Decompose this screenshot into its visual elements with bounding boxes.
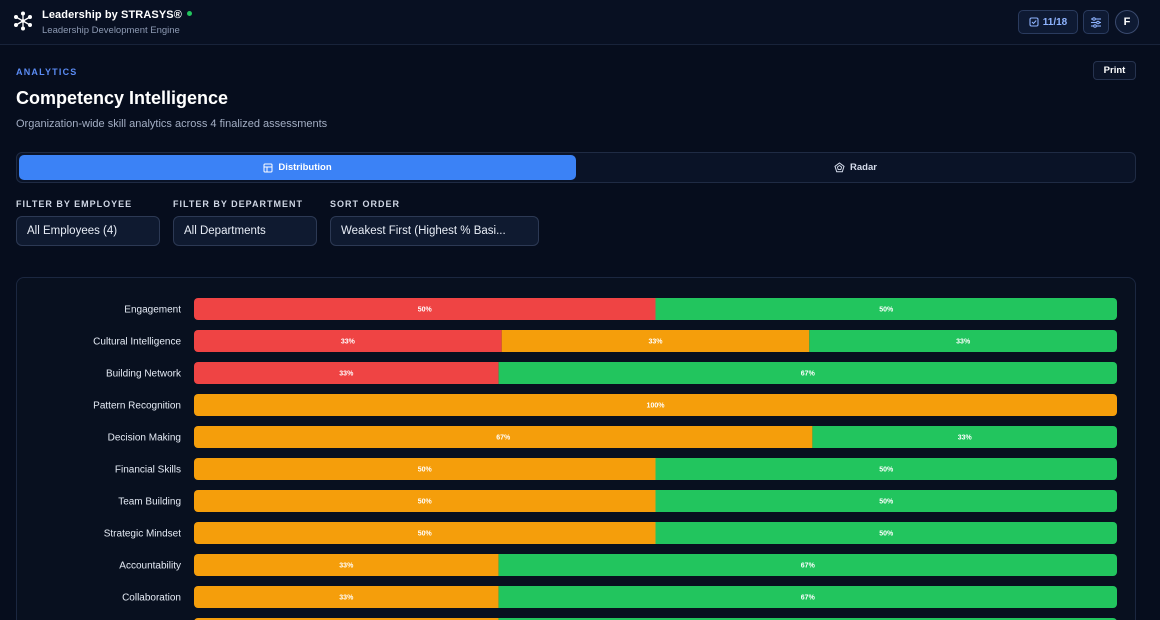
segment-percent-label: 50% [879,307,894,314]
segment-percent-label: 50% [418,307,433,314]
tab-radar-label: Radar [850,162,877,173]
tab-distribution-label: Distribution [278,162,332,173]
progress-count: 11/18 [1042,16,1068,28]
bar-segment[interactable] [655,490,1118,512]
network-logo-icon[interactable] [13,11,33,31]
bar-segment[interactable] [194,554,499,576]
segment-percent-label: 50% [879,531,894,538]
category-label: Cultural Intelligence [93,337,181,348]
online-status-dot [186,11,192,16]
sliders-icon [1091,16,1101,28]
segment-percent-label: 33% [958,435,973,442]
bar-segment[interactable] [194,522,656,544]
bar-segment[interactable] [655,298,1118,320]
settings-sliders-button[interactable] [1083,10,1109,34]
sort-order-label: SORT ORDER [330,199,401,209]
segment-percent-label: 33% [956,339,971,346]
brand-title: Leadership by STRASYS® [42,9,192,21]
segment-percent-label: 33% [339,371,354,378]
category-label: Decision Making [108,433,181,444]
category-label: Building Network [106,369,182,380]
employee-filter-label: FILTER BY EMPLOYEE [16,199,133,209]
bar-segment[interactable] [498,554,1117,576]
sort-order-value: Weakest First (Highest % Basi... [341,225,506,237]
department-filter-select[interactable]: All Departments [173,216,317,246]
category-label: Pattern Recognition [93,401,181,412]
segment-percent-label: 67% [801,595,816,602]
bar-segment[interactable] [809,330,1117,352]
bar-segment[interactable] [812,426,1117,448]
segment-percent-label: 33% [339,595,354,602]
bar-segment[interactable] [498,618,1117,620]
top-bar: Leadership by STRASYS® Leadership Develo… [0,0,1160,45]
checkbox-icon [1029,17,1039,27]
bar-segment[interactable] [194,458,656,480]
segment-percent-label: 50% [418,531,433,538]
assessment-progress-button[interactable]: 11/18 [1018,10,1078,34]
category-label: Accountability [119,561,181,572]
bar-segment[interactable] [498,586,1117,608]
user-avatar[interactable]: F [1115,10,1139,34]
table-icon [263,163,273,172]
view-tabs: Distribution Radar [16,152,1136,183]
segment-percent-label: 50% [879,499,894,506]
sort-order-select[interactable]: Weakest First (Highest % Basi... [330,216,539,246]
category-label: Strategic Mindset [104,529,181,540]
bar-segment[interactable] [194,586,499,608]
bar-segment[interactable] [194,330,502,352]
segment-percent-label: 33% [339,563,354,570]
segment-percent-label: 50% [418,499,433,506]
bar-segment[interactable] [498,362,1117,384]
bar-segment[interactable] [194,394,1117,416]
tab-distribution[interactable]: Distribution [19,155,576,180]
section-eyebrow: ANALYTICS [16,67,78,77]
bar-segment[interactable] [194,618,499,620]
distribution-chart-panel: Engagement 50% 50% Cultural Intelligence 33%… [16,277,1136,620]
bar-segment[interactable] [194,490,656,512]
bar-segment[interactable] [194,298,656,320]
employee-filter-value: All Employees (4) [27,225,118,237]
department-filter-value: All Departments [184,225,266,237]
category-label: Team Building [118,497,181,508]
segment-percent-label: 50% [879,467,894,474]
print-button[interactable]: Print [1093,61,1136,80]
brand-title-text: Leadership by STRASYS® [42,9,182,21]
segment-percent-label: 33% [341,339,356,346]
segment-percent-label: 67% [801,371,816,378]
segment-percent-label: 67% [496,435,511,442]
brand-subtitle: Leadership Development Engine [42,25,180,36]
department-filter-label: FILTER BY DEPARTMENT [173,199,303,209]
segment-percent-label: 33% [648,339,663,346]
bar-segment[interactable] [501,330,810,352]
segment-percent-label: 67% [801,563,816,570]
page-title: Competency Intelligence [16,88,229,108]
bar-segment[interactable] [655,522,1118,544]
tab-radar[interactable]: Radar [577,155,1134,180]
radar-icon [834,162,845,173]
category-label: Collaboration [122,593,181,604]
segment-percent-label: 100% [647,403,666,410]
page-subtitle: Organization-wide skill analytics across… [16,118,328,130]
competency-distribution-chart: Engagement 50% 50% Cultural Intelligence 33%… [93,298,1118,620]
category-label: Engagement [124,305,181,316]
employee-filter-select[interactable]: All Employees (4) [16,216,160,246]
bar-segment[interactable] [655,458,1118,480]
bar-segment[interactable] [194,362,499,384]
bar-segment[interactable] [194,426,813,448]
segment-percent-label: 50% [418,467,433,474]
category-label: Financial Skills [115,465,181,476]
